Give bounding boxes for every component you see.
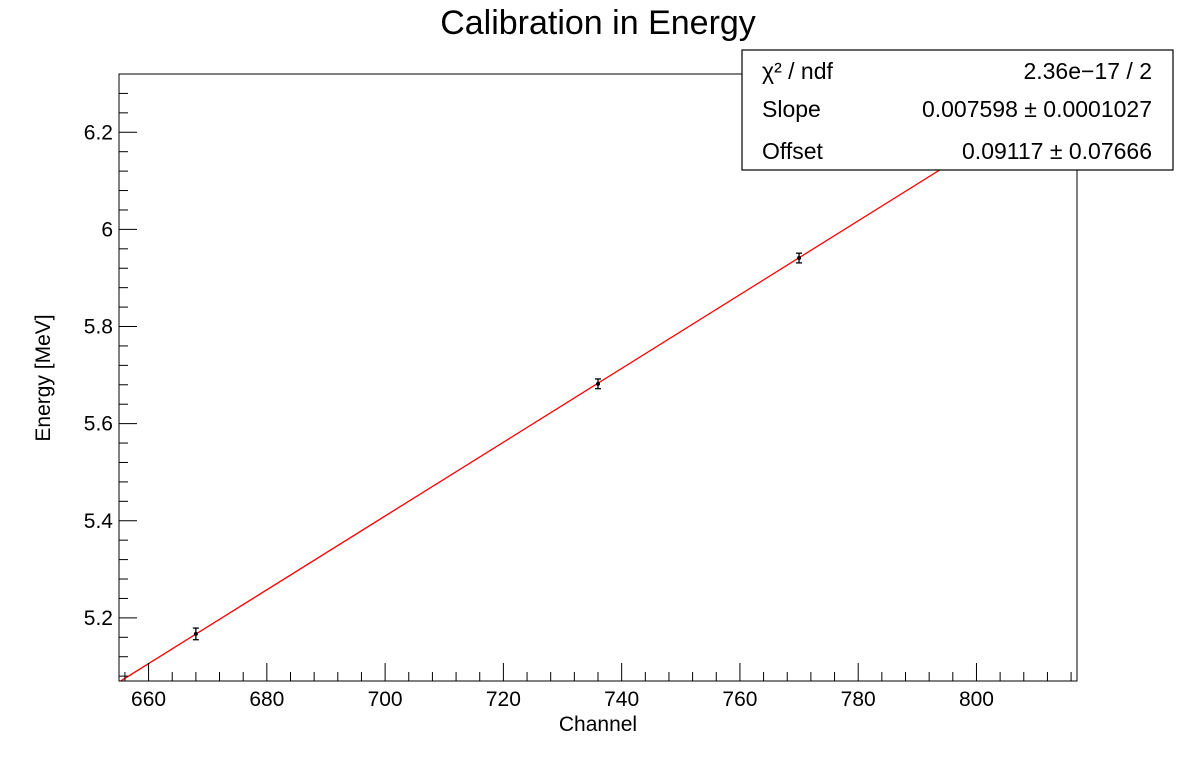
x-tick-label: 680 (249, 688, 284, 711)
axes: 660 680 700 720 740 760 780 800 5.2 5.4 5.6 5.8 6 6.2 (84, 73, 1072, 711)
data-point-1 (192, 627, 199, 641)
stats-slope-label: Slope (762, 96, 821, 122)
x-tick-label: 660 (131, 688, 166, 711)
x-tick-label: 760 (722, 688, 757, 711)
stats-box: χ² / ndf 2.36e−17 / 2 Slope 0.007598 ± 0… (741, 49, 1174, 171)
y-tick-label: 5.6 (84, 413, 113, 436)
point-marker (193, 631, 198, 636)
point-marker (596, 381, 600, 386)
y-tick-label: 5.8 (84, 316, 113, 339)
stats-offset-value: 0.09117 ± 0.07666 (962, 138, 1152, 164)
point-marker (797, 256, 802, 261)
stats-box-frame (741, 49, 1174, 171)
stats-chi2-value: 2.36e−17 / 2 (1023, 58, 1152, 84)
x-tick-label: 780 (841, 688, 876, 711)
stats-slope-value: 0.007598 ± 0.0001027 (922, 96, 1152, 122)
x-tick-label: 800 (959, 688, 994, 711)
y-tick-label: 5.4 (84, 510, 114, 533)
data-point-3 (796, 252, 803, 264)
stats-chi2-label: χ² / ndf (762, 58, 833, 84)
x-tick-label: 700 (368, 688, 403, 711)
x-tick-label: 720 (486, 688, 521, 711)
y-tick-label: 6.2 (84, 121, 113, 144)
chart-title: Calibration in Energy (440, 4, 756, 42)
stats-offset-label: Offset (762, 138, 824, 164)
y-tick-label: 6 (101, 218, 113, 241)
x-tick-label: 740 (604, 688, 639, 711)
data-points (192, 252, 803, 641)
y-axis-label: Energy [MeV] (32, 314, 55, 441)
plot-frame (118, 73, 1078, 682)
y-tick-label: 5.2 (84, 607, 113, 630)
x-axis-label: Channel (559, 713, 637, 736)
data-point-2 (595, 378, 601, 390)
